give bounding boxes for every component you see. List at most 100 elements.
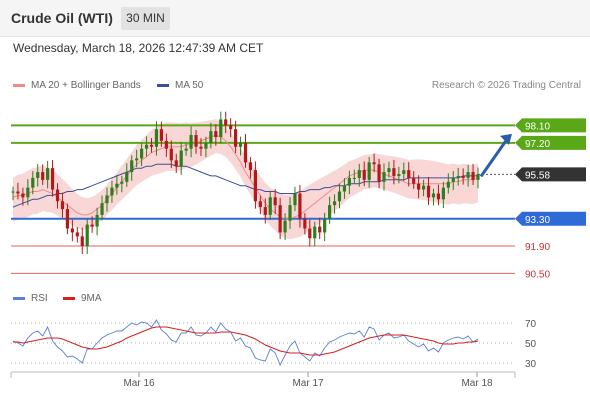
candle-body [323, 218, 327, 233]
candle-body [357, 170, 361, 178]
candle-body [105, 195, 109, 204]
candle-body [214, 131, 218, 137]
candle-body [298, 193, 302, 219]
price-label-97.20: 97.20 [525, 139, 550, 150]
candle-body [219, 119, 223, 137]
ma20-swatch [13, 84, 25, 87]
candle-body [332, 201, 337, 206]
candle-body [461, 175, 465, 178]
candle-body [120, 181, 124, 184]
candle-body [417, 183, 421, 190]
candle-body [288, 205, 292, 221]
candle-body [65, 209, 70, 229]
candle-body [377, 164, 381, 182]
price-tag-97.20 [515, 135, 586, 150]
candle-body [159, 129, 164, 141]
projection-arrowhead [500, 133, 512, 145]
candle-body [476, 174, 480, 180]
price-tag-93.30 [515, 211, 586, 226]
candle-body [258, 201, 262, 208]
price-tag-95.58 [515, 167, 586, 182]
candle-body [140, 148, 144, 159]
ma50-line [12, 163, 478, 208]
candle-body [46, 168, 50, 180]
legend-ma20-label: MA 20 + Bollinger Bands [31, 80, 141, 91]
candle-body [55, 189, 60, 202]
candle-body [110, 187, 114, 196]
timestamp: Wednesday, March 18, 2026 12:47:39 AM CE… [13, 41, 264, 55]
chart-header: Crude Oil (WTI) 30 MIN [0, 0, 590, 37]
legend-rsi-ma: 9MA [63, 293, 102, 304]
candle-body [31, 177, 35, 188]
timeframe-button[interactable]: 30 MIN [121, 7, 170, 30]
candle-body [85, 224, 89, 247]
rsi-swatch [13, 297, 25, 300]
candle-body [21, 193, 25, 198]
candle-body [263, 207, 267, 215]
legend-rsi-ma-label: 9MA [81, 293, 102, 304]
candle-body [293, 193, 297, 206]
bollinger-band [13, 119, 478, 240]
candle-body [100, 203, 104, 215]
candle-body [421, 185, 426, 190]
candle-body [342, 185, 347, 192]
x-tick-label: Mar 16 [123, 378, 155, 389]
candle-body [243, 142, 248, 163]
candle-body [362, 170, 366, 180]
rsi-tick-30: 30 [525, 359, 537, 370]
candle-body [313, 226, 317, 239]
ma50-swatch [157, 84, 169, 87]
candle-body [130, 160, 134, 173]
candle-body [135, 158, 139, 161]
candle-body [149, 144, 154, 147]
rsi-ma-swatch [63, 297, 75, 300]
candle-body [273, 197, 277, 206]
candle-body [60, 201, 65, 210]
candle-body [164, 140, 168, 149]
candle-body [337, 191, 342, 202]
candle-body [441, 187, 445, 200]
research-credit: Research © 2026 Trading Central [431, 80, 581, 91]
candle-body [471, 172, 475, 180]
candle-body [352, 177, 356, 179]
candle-body [189, 135, 193, 149]
candle-body [41, 172, 45, 180]
candle-body [75, 232, 79, 237]
candle-body [248, 162, 253, 171]
candle-body [308, 228, 312, 239]
candle-body [327, 205, 332, 219]
candle-body [451, 177, 455, 182]
projection-arrow [479, 136, 510, 178]
rsi-tick-70: 70 [525, 319, 537, 330]
rsi-tick-50: 50 [525, 339, 537, 350]
price-tag-98.10 [515, 118, 586, 133]
price-label-91.90: 91.90 [525, 242, 550, 253]
candle-body [224, 119, 228, 126]
candle-body [36, 172, 40, 178]
candle-body [303, 218, 307, 229]
candle-body [95, 214, 99, 227]
rsi-line [12, 319, 479, 367]
candle-body [238, 142, 243, 147]
instrument-title: Crude Oil (WTI) [11, 10, 113, 26]
candle-body [144, 144, 149, 149]
price-label-93.30: 93.30 [525, 215, 550, 226]
candle-body [169, 148, 173, 161]
candle-body [407, 170, 411, 178]
ma20-line [12, 134, 479, 220]
candle-body [253, 170, 257, 202]
legend-ma20: MA 20 + Bollinger Bands [13, 80, 141, 91]
candle-body [70, 228, 74, 233]
candle-body [229, 125, 233, 130]
candle-body [11, 191, 15, 193]
candle-body [397, 174, 401, 176]
candle-body [268, 197, 272, 215]
legend-rsi: RSI [13, 293, 48, 304]
candle-body [367, 162, 371, 180]
candle-body [278, 205, 282, 233]
candle-body [318, 226, 322, 233]
candle-body [16, 191, 20, 194]
candle-body [154, 129, 159, 147]
candle-body [179, 150, 183, 167]
